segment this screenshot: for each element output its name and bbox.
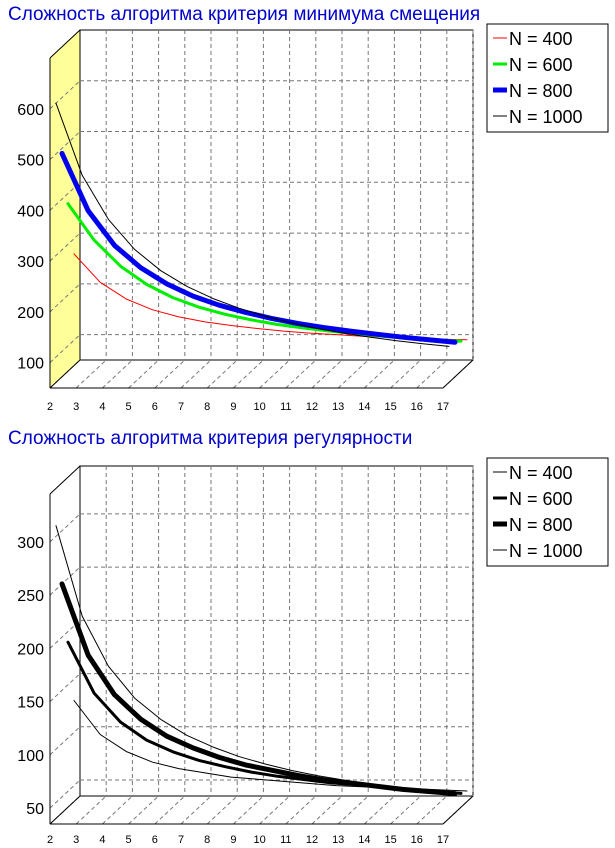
legend-label: N = 400 — [509, 463, 573, 483]
x-tick-label: 4 — [99, 401, 105, 413]
chart-regularity-svg: Сложность алгоритма критерия регулярност… — [8, 428, 609, 846]
x-tick-label: 8 — [204, 401, 210, 413]
legend-label: N = 400 — [509, 29, 573, 49]
x-tick-label: 11 — [280, 834, 291, 846]
x-tick-label: 14 — [358, 834, 370, 846]
y-tick-label: 600 — [17, 102, 44, 119]
series-line-n-1000 — [55, 525, 450, 795]
x-tick-label: 7 — [178, 401, 184, 413]
x-tick-label: 8 — [204, 834, 210, 846]
x-tick-label: 13 — [332, 834, 344, 846]
x-tick-label: 3 — [73, 834, 79, 846]
legend-label: N = 600 — [509, 55, 573, 75]
grid — [49, 465, 474, 825]
chart-min-bias: Сложность алгоритма критерия минимума см… — [8, 4, 609, 413]
x-tick-label: 17 — [437, 834, 449, 846]
legend-label: N = 1000 — [509, 107, 583, 127]
chart-regularity: Сложность алгоритма критерия регулярност… — [0, 424, 615, 848]
series-line-n-600 — [66, 202, 463, 343]
y-tick-label: 50 — [26, 801, 44, 818]
x-tick-label: 6 — [152, 401, 158, 413]
side-wall — [50, 30, 80, 388]
chart-min-bias-svg: Сложность алгоритма критерия минимума см… — [8, 4, 609, 413]
x-tick-label: 11 — [280, 401, 291, 413]
legend-label: N = 800 — [509, 81, 573, 101]
y-tick-label: 300 — [17, 254, 44, 271]
x-tick-label: 10 — [253, 834, 265, 846]
legend-label: N = 800 — [509, 515, 573, 535]
x-tick-label: 4 — [99, 834, 105, 846]
y-tick-label: 150 — [17, 695, 44, 712]
x-tick-label: 3 — [73, 401, 79, 413]
y-tick-label: 400 — [17, 203, 44, 220]
y-tick-label: 100 — [17, 748, 44, 765]
x-tick-label: 13 — [332, 401, 344, 413]
chart-title: Сложность алгоритма критерия минимума см… — [8, 4, 480, 25]
x-tick-label: 15 — [384, 834, 396, 846]
y-tick-label: 500 — [17, 153, 44, 170]
legend: N = 400 N = 600 N = 800 N = 1000 — [486, 457, 609, 567]
x-tick-label: 17 — [437, 401, 449, 413]
series-line-n-1000 — [55, 102, 450, 347]
x-tick-label: 5 — [126, 834, 132, 846]
x-tick-label: 9 — [230, 834, 236, 846]
legend: N = 400 N = 600 N = 800 N = 1000 — [486, 23, 609, 133]
y-tick-label: 200 — [17, 305, 44, 322]
x-tick-label: 2 — [47, 834, 53, 846]
y-tick-label: 300 — [17, 535, 44, 552]
x-tick-label: 16 — [411, 401, 423, 413]
chart-title: Сложность алгоритма критерия регулярност… — [8, 428, 412, 449]
series-line-n-800 — [59, 581, 458, 797]
x-tick-label: 10 — [253, 401, 265, 413]
y-tick-label: 100 — [17, 356, 44, 373]
x-tick-label: 14 — [358, 401, 370, 413]
x-tick-label: 15 — [384, 401, 396, 413]
legend-label: N = 600 — [509, 489, 573, 509]
y-tick-label: 250 — [17, 588, 44, 605]
x-tick-label: 12 — [306, 834, 318, 846]
grid — [49, 29, 474, 389]
x-tick-label: 9 — [230, 401, 236, 413]
x-tick-label: 6 — [152, 834, 158, 846]
x-tick-label: 12 — [306, 401, 318, 413]
y-tick-label: 200 — [17, 641, 44, 658]
x-tick-label: 7 — [178, 834, 184, 846]
x-tick-label: 5 — [126, 401, 132, 413]
series-line-n-800 — [59, 150, 458, 345]
x-tick-label: 2 — [47, 401, 53, 413]
series-line-n-400 — [73, 253, 468, 341]
x-tick-label: 16 — [411, 834, 423, 846]
legend-label: N = 1000 — [509, 541, 583, 561]
